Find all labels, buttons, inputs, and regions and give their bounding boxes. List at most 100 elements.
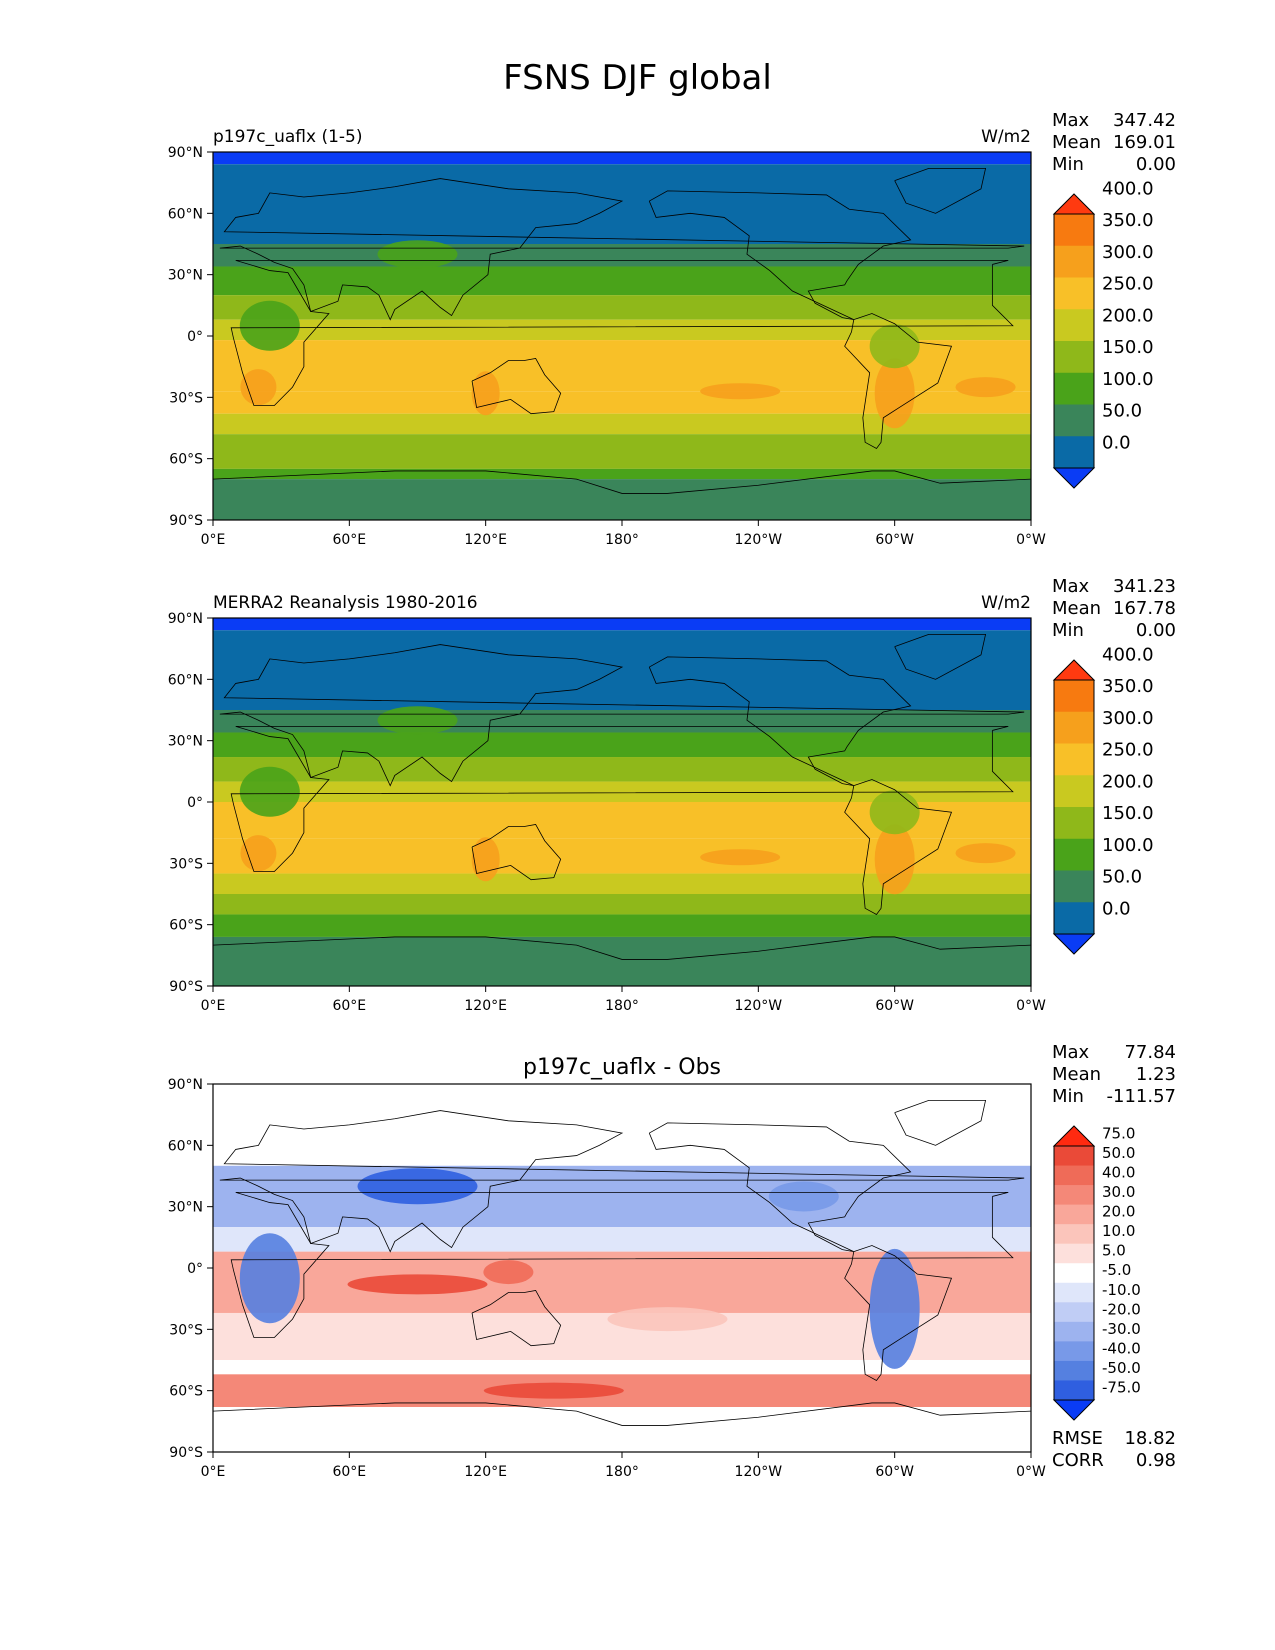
lon-tick-label: 0°W bbox=[1016, 1464, 1046, 1480]
lon-tick-label: 120°E bbox=[464, 998, 507, 1014]
colorbar-label: 350.0 bbox=[1102, 676, 1154, 697]
lon-tick-label: 120°E bbox=[464, 1464, 507, 1480]
field-band bbox=[213, 936, 1031, 986]
stat-label: Max bbox=[1052, 576, 1090, 597]
lat-tick-label: 60°S bbox=[169, 1384, 203, 1400]
field-blob bbox=[768, 1181, 839, 1212]
coastline bbox=[219, 1110, 1025, 1253]
coastline bbox=[471, 358, 562, 415]
stat-value: 167.78 bbox=[1113, 598, 1176, 619]
colorbar: 0.0 50.0 100.0 150.0 200.0 250.0 300.0 350.0 400… bbox=[1052, 178, 1154, 489]
colorbar-label: 250.0 bbox=[1102, 274, 1154, 295]
lon-tick-label: 120°W bbox=[735, 998, 783, 1014]
field-blob bbox=[483, 1382, 624, 1399]
coastline bbox=[844, 1245, 953, 1381]
colorbar-label: 50.0 bbox=[1102, 1144, 1135, 1162]
coastline bbox=[894, 1099, 987, 1146]
lon-tick-label: 60°W bbox=[875, 998, 914, 1014]
field-blob bbox=[471, 837, 500, 882]
colorbar-segment bbox=[1054, 214, 1094, 247]
colorbar-extend-min bbox=[1052, 467, 1096, 489]
panel-title-left: MERRA2 Reanalysis 1980-2016 bbox=[213, 593, 478, 613]
lat-tick-label: 60°N bbox=[168, 672, 203, 688]
lat-tick-label: 30°S bbox=[169, 1322, 203, 1338]
stat-label: Min bbox=[1052, 154, 1084, 175]
lon-tick-label: 60°W bbox=[875, 1464, 914, 1480]
colorbar-label: 400.0 bbox=[1102, 644, 1154, 665]
colorbar-segment bbox=[1054, 1204, 1094, 1225]
lat-tick-label: 60°S bbox=[169, 452, 203, 468]
lat-tick-label: 90°N bbox=[168, 611, 203, 627]
metric-label: RMSE bbox=[1052, 1428, 1103, 1449]
lat-tick-label: 90°S bbox=[169, 1445, 203, 1461]
field-band bbox=[213, 1227, 1031, 1252]
lon-tick-label: 0°E bbox=[201, 998, 226, 1014]
colorbar: -75.0-50.0 -40.0-30.0 -20.0-10.0 -5.05.0 10.… bbox=[1052, 1124, 1141, 1421]
colorbar-label: 30.0 bbox=[1102, 1183, 1135, 1201]
stat-label: Max bbox=[1052, 1042, 1090, 1063]
colorbar-segment bbox=[1054, 404, 1094, 437]
field-band bbox=[213, 1407, 1031, 1452]
lon-tick-label: 60°E bbox=[332, 998, 366, 1014]
colorbar-label: 20.0 bbox=[1102, 1203, 1135, 1221]
coastline bbox=[230, 1191, 1014, 1338]
panel-units: W/m2 bbox=[981, 593, 1031, 613]
colorbar-label: 200.0 bbox=[1102, 305, 1154, 326]
colorbar-frame bbox=[1053, 1145, 1095, 1401]
stat-label: Mean bbox=[1052, 132, 1101, 153]
field-blob bbox=[607, 1307, 728, 1332]
field-blob bbox=[239, 766, 300, 817]
lon-tick-label: 120°W bbox=[735, 1464, 783, 1480]
coastline bbox=[648, 190, 912, 321]
colorbar-segment bbox=[1054, 902, 1094, 935]
colorbar-label: 5.0 bbox=[1102, 1242, 1126, 1260]
colorbar-label: -10.0 bbox=[1102, 1281, 1141, 1299]
field-blob bbox=[700, 383, 781, 400]
panel-test: 90°N 60°N 30°N 0° 30°S 60°S 90°S 0°E 60°E 120°E 18… bbox=[168, 110, 1176, 548]
field-band bbox=[213, 914, 1031, 937]
colorbar-segment bbox=[1054, 838, 1094, 871]
field-blob bbox=[357, 1168, 478, 1205]
stat-value: -111.57 bbox=[1107, 1086, 1176, 1107]
coastline bbox=[230, 259, 1014, 406]
colorbar-segment bbox=[1054, 1282, 1094, 1303]
lat-tick-label: 60°N bbox=[168, 206, 203, 222]
colorbar-label: 10.0 bbox=[1102, 1222, 1135, 1240]
colorbar-frame bbox=[1053, 213, 1095, 469]
coastline bbox=[844, 779, 953, 915]
stat-value: 169.01 bbox=[1113, 132, 1176, 153]
colorbar-label: -30.0 bbox=[1102, 1320, 1141, 1338]
colorbar-label: 0.0 bbox=[1102, 898, 1131, 919]
colorbar-extend-min bbox=[1052, 1399, 1096, 1421]
field-blob bbox=[869, 1248, 920, 1369]
field-band bbox=[213, 152, 1031, 165]
panel-units: W/m2 bbox=[981, 127, 1031, 147]
panel-difference: 90°N 60°N 30°N 0° 30°S 60°S 90°S 0°E 60°E 120°E 18… bbox=[168, 1042, 1176, 1480]
colorbar-segment bbox=[1054, 807, 1094, 840]
field-band bbox=[213, 781, 1031, 802]
colorbar-label: 250.0 bbox=[1102, 740, 1154, 761]
coastline bbox=[648, 1122, 912, 1253]
field-blob bbox=[483, 1260, 534, 1285]
field-blob bbox=[955, 377, 1016, 398]
field-band bbox=[213, 1360, 1031, 1375]
lon-tick-label: 120°W bbox=[735, 532, 783, 548]
panel-title-center: p197c_uaflx - Obs bbox=[523, 1055, 721, 1080]
field-blob bbox=[240, 835, 277, 872]
stat-label: Mean bbox=[1052, 1064, 1101, 1085]
field-blob bbox=[239, 300, 300, 351]
coastline bbox=[212, 1402, 1032, 1426]
lat-tick-label: 30°N bbox=[168, 1200, 203, 1216]
lon-tick-label: 0°E bbox=[201, 532, 226, 548]
field-blob bbox=[471, 371, 500, 416]
field-blob bbox=[874, 824, 915, 895]
lat-tick-label: 30°S bbox=[169, 390, 203, 406]
coastline bbox=[219, 644, 1025, 787]
colorbar-segment bbox=[1054, 277, 1094, 310]
colorbar-label: 40.0 bbox=[1102, 1164, 1135, 1182]
lat-tick-label: 0° bbox=[187, 1261, 203, 1277]
stat-value: 77.84 bbox=[1124, 1042, 1176, 1063]
field-band bbox=[213, 873, 1031, 894]
colorbar-extend-max bbox=[1052, 659, 1096, 681]
colorbar-segment bbox=[1054, 436, 1094, 469]
